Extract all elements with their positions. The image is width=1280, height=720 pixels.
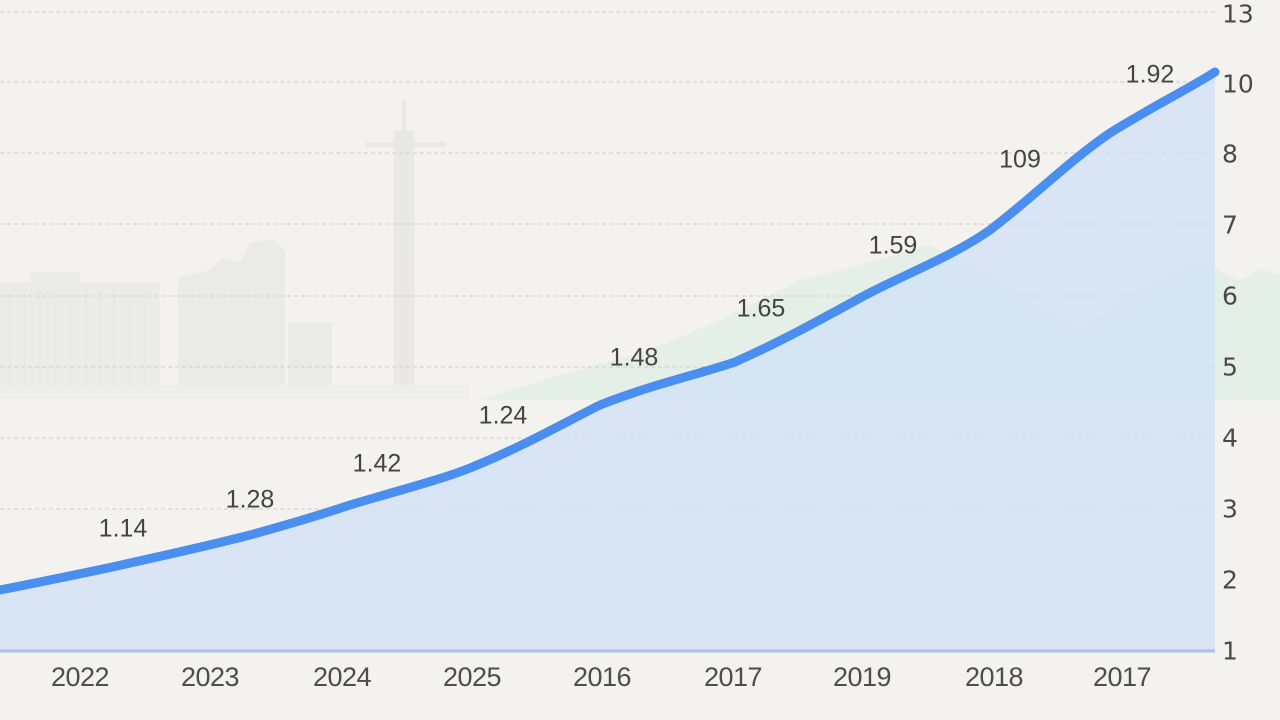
data-label: 1.24 — [478, 401, 528, 430]
x-tick-label: 2023 — [180, 662, 240, 692]
y-tick-label: 2 — [1222, 565, 1238, 595]
y-tick-label: 4 — [1222, 423, 1238, 453]
x-tick-label: 2019 — [832, 662, 892, 692]
data-label: 1.28 — [225, 485, 275, 514]
y-tick-label: 10 — [1222, 69, 1254, 99]
area-fill — [0, 72, 1215, 651]
x-tick-label: 2018 — [964, 662, 1024, 692]
y-tick-label: 5 — [1222, 352, 1238, 382]
y-tick-label: 1 — [1222, 636, 1238, 666]
y-tick-label: 13 — [1222, 0, 1254, 29]
data-label: 1.59 — [868, 231, 918, 260]
y-tick-label: 6 — [1222, 281, 1238, 311]
x-tick-label: 2024 — [312, 662, 372, 692]
y-tick-label: 7 — [1222, 210, 1238, 240]
data-label: 1.65 — [736, 294, 786, 323]
data-label: 1.42 — [352, 449, 402, 478]
background-skyline — [0, 100, 470, 399]
y-tick-label: 8 — [1222, 139, 1238, 169]
y-tick-label: 3 — [1222, 494, 1238, 524]
x-tick-label: 2017 — [1092, 662, 1152, 692]
data-line — [0, 67, 1220, 595]
x-tick-label: 2025 — [442, 662, 502, 692]
data-label: 109 — [999, 145, 1041, 174]
data-label: 1.92 — [1125, 60, 1175, 89]
data-label: 1.48 — [609, 343, 659, 372]
x-tick-label: 2022 — [50, 662, 110, 692]
data-label: 1.14 — [98, 514, 148, 543]
x-tick-label: 2017 — [703, 662, 763, 692]
x-tick-label: 2016 — [572, 662, 632, 692]
